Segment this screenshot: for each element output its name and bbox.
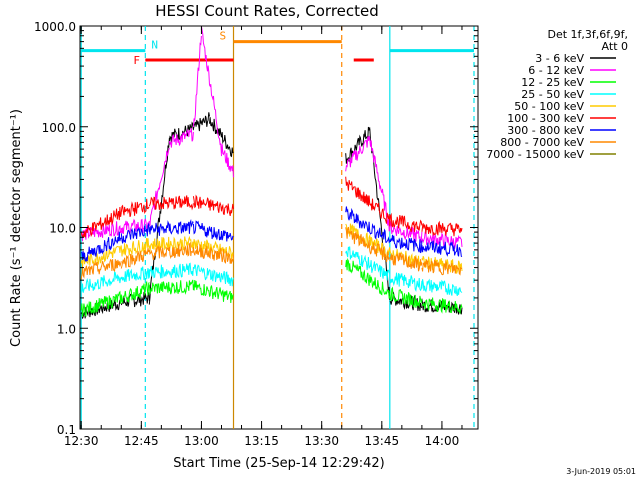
series-line: [80, 25, 463, 249]
y-tick-label: 1.0: [57, 322, 76, 336]
series-line: [80, 176, 463, 239]
series-lines: [80, 25, 463, 319]
y-tick-label: 10.0: [49, 222, 76, 236]
x-tick-label: 13:00: [184, 434, 219, 448]
legend-label: 25 - 50 keV: [521, 88, 584, 101]
legend-header-line1: Det 1f,3f,6f,9f,: [547, 28, 628, 41]
x-tick-label: 13:30: [304, 434, 339, 448]
y-axis-label: Count Rate (s⁻¹ detector segment⁻¹): [9, 109, 24, 347]
chart-title: HESSI Count Rates, Corrected: [155, 2, 379, 20]
legend-label: 3 - 6 keV: [535, 52, 584, 65]
legend-label: 100 - 300 keV: [507, 112, 584, 125]
legend-label: 300 - 800 keV: [507, 124, 584, 137]
x-axis: 12:30 12:45 13:00 13:15 13:30 13:45 14:00: [64, 26, 463, 448]
vertical-markers: [80, 26, 475, 429]
y-tick-label: 0.1: [57, 423, 76, 437]
legend-label: 50 - 100 keV: [514, 100, 584, 113]
state-label-s: S: [220, 30, 227, 43]
footer-date: 3-Jun-2019 05:01: [566, 467, 636, 476]
series-line: [80, 223, 463, 274]
legend-header-line2: Att 0: [602, 40, 628, 53]
state-label-n: N: [151, 39, 158, 52]
legend-label: 7000 - 15000 keV: [486, 148, 584, 161]
legend-label: 800 - 7000 keV: [500, 136, 584, 149]
y-tick-label: 1000.0: [34, 20, 76, 34]
legend-label: 6 - 12 keV: [528, 64, 584, 77]
legend-label: 12 - 25 keV: [521, 76, 584, 89]
x-tick-label: 12:30: [64, 434, 99, 448]
x-tick-label: 13:45: [365, 434, 400, 448]
x-tick-label: 12:45: [124, 434, 159, 448]
series-line: [80, 257, 463, 318]
series-line: [80, 226, 463, 280]
series-line: [80, 206, 463, 262]
state-label-f: F: [133, 54, 140, 67]
plot-area: NF S: [79, 25, 479, 430]
series-line: [80, 112, 463, 319]
y-tick-label: 100.0: [42, 121, 76, 135]
state-bars: NF S: [81, 30, 474, 67]
series-line: [80, 246, 463, 297]
x-tick-label: 13:15: [244, 434, 279, 448]
y-axis: 0.1 1.0 10.0 100.0 1000.0: [34, 20, 478, 437]
x-tick-label: 14:00: [425, 434, 460, 448]
x-axis-label: Start Time (25-Sep-14 12:29:42): [173, 456, 384, 471]
